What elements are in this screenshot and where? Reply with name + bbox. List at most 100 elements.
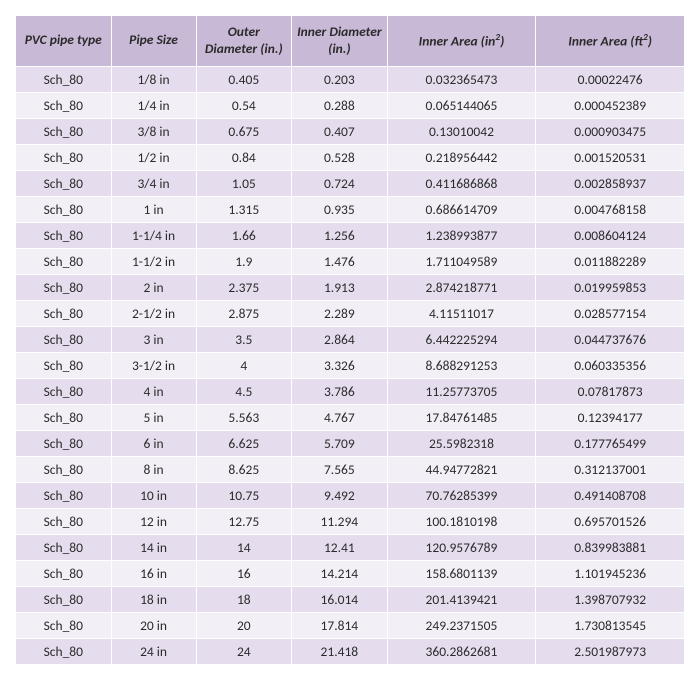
table-cell: 1-1/2 in bbox=[111, 248, 196, 274]
table-row: Sch_805 in5.5634.76717.847614850.1239417… bbox=[16, 404, 685, 430]
table-cell: 1.315 bbox=[196, 196, 292, 222]
table-cell: 0.002858937 bbox=[536, 170, 685, 196]
table-cell: 0.686614709 bbox=[387, 196, 536, 222]
table-cell: 1.9 bbox=[196, 248, 292, 274]
table-cell: 0.724 bbox=[292, 170, 388, 196]
table-cell: Sch_80 bbox=[16, 118, 112, 144]
table-cell: 16 bbox=[196, 560, 292, 586]
table-cell: Sch_80 bbox=[16, 66, 112, 92]
table-cell: 20 bbox=[196, 612, 292, 638]
table-row: Sch_801 in1.3150.9350.6866147090.0047681… bbox=[16, 196, 685, 222]
table-cell: 14.214 bbox=[292, 560, 388, 586]
table-row: Sch_806 in6.6255.70925.59823180.17776549… bbox=[16, 430, 685, 456]
table-row: Sch_8012 in12.7511.294100.18101980.69570… bbox=[16, 508, 685, 534]
table-cell: 0.491408708 bbox=[536, 482, 685, 508]
table-row: Sch_8010 in10.759.49270.762853990.491408… bbox=[16, 482, 685, 508]
table-cell: 0.839983881 bbox=[536, 534, 685, 560]
table-row: Sch_8016 in1614.214158.68011391.10194523… bbox=[16, 560, 685, 586]
table-cell: Sch_80 bbox=[16, 196, 112, 222]
table-cell: 10.75 bbox=[196, 482, 292, 508]
table-cell: 249.2371505 bbox=[387, 612, 536, 638]
table-cell: Sch_80 bbox=[16, 92, 112, 118]
table-cell: Sch_80 bbox=[16, 560, 112, 586]
table-cell: Sch_80 bbox=[16, 612, 112, 638]
table-cell: 1.66 bbox=[196, 222, 292, 248]
header-row: PVC pipe type Pipe Size Outer Diameter (… bbox=[16, 16, 685, 67]
pvc-pipe-table: PVC pipe type Pipe Size Outer Diameter (… bbox=[15, 15, 685, 665]
table-cell: Sch_80 bbox=[16, 170, 112, 196]
col-header-pvc-pipe-type: PVC pipe type bbox=[16, 16, 112, 67]
table-row: Sch_808 in8.6257.56544.947728210.3121370… bbox=[16, 456, 685, 482]
table-row: Sch_803 in3.52.8646.4422252940.044737676 bbox=[16, 326, 685, 352]
table-cell: Sch_80 bbox=[16, 326, 112, 352]
table-row: Sch_802 in2.3751.9132.8742187710.0199598… bbox=[16, 274, 685, 300]
table-cell: Sch_80 bbox=[16, 300, 112, 326]
table-cell: 3/4 in bbox=[111, 170, 196, 196]
table-cell: 0.00022476 bbox=[536, 66, 685, 92]
table-cell: 7.565 bbox=[292, 456, 388, 482]
col-header-inner-diameter: Inner Diameter (in.) bbox=[292, 16, 388, 67]
table-row: Sch_8024 in2421.418360.28626812.50198797… bbox=[16, 638, 685, 664]
table-cell: Sch_80 bbox=[16, 144, 112, 170]
table-cell: 5.563 bbox=[196, 404, 292, 430]
table-row: Sch_801/4 in0.540.2880.0651440650.000452… bbox=[16, 92, 685, 118]
table-cell: 9.492 bbox=[292, 482, 388, 508]
table-cell: 2.375 bbox=[196, 274, 292, 300]
table-cell: 8 in bbox=[111, 456, 196, 482]
table-cell: 11.25773705 bbox=[387, 378, 536, 404]
table-cell: 2-1/2 in bbox=[111, 300, 196, 326]
table-cell: 2.864 bbox=[292, 326, 388, 352]
table-cell: 4.11511017 bbox=[387, 300, 536, 326]
table-cell: 5 in bbox=[111, 404, 196, 430]
table-cell: 14 in bbox=[111, 534, 196, 560]
table-cell: 0.028577154 bbox=[536, 300, 685, 326]
table-cell: 2 in bbox=[111, 274, 196, 300]
table-cell: Sch_80 bbox=[16, 586, 112, 612]
table-cell: 0.675 bbox=[196, 118, 292, 144]
table-cell: 0.411686868 bbox=[387, 170, 536, 196]
table-cell: 0.695701526 bbox=[536, 508, 685, 534]
table-cell: Sch_80 bbox=[16, 222, 112, 248]
table-cell: 21.418 bbox=[292, 638, 388, 664]
table-cell: Sch_80 bbox=[16, 430, 112, 456]
table-row: Sch_801/2 in0.840.5280.2189564420.001520… bbox=[16, 144, 685, 170]
table-row: Sch_802-1/2 in2.8752.2894.115110170.0285… bbox=[16, 300, 685, 326]
table-cell: 1.476 bbox=[292, 248, 388, 274]
table-cell: 11.294 bbox=[292, 508, 388, 534]
table-cell: 2.501987973 bbox=[536, 638, 685, 664]
col-header-outer-diameter: Outer Diameter (in.) bbox=[196, 16, 292, 67]
table-cell: 120.9576789 bbox=[387, 534, 536, 560]
table-cell: 0.044737676 bbox=[536, 326, 685, 352]
table-cell: Sch_80 bbox=[16, 404, 112, 430]
table-cell: 3/8 in bbox=[111, 118, 196, 144]
table-cell: 18 bbox=[196, 586, 292, 612]
table-cell: 4 bbox=[196, 352, 292, 378]
table-cell: Sch_80 bbox=[16, 274, 112, 300]
table-cell: 6 in bbox=[111, 430, 196, 456]
table-cell: 70.76285399 bbox=[387, 482, 536, 508]
table-cell: 2.289 bbox=[292, 300, 388, 326]
table-cell: 1-1/4 in bbox=[111, 222, 196, 248]
table-cell: 1.711049589 bbox=[387, 248, 536, 274]
table-row: Sch_801-1/2 in1.91.4761.7110495890.01188… bbox=[16, 248, 685, 274]
table-cell: 0.405 bbox=[196, 66, 292, 92]
table-cell: 0.032365473 bbox=[387, 66, 536, 92]
table-cell: 0.528 bbox=[292, 144, 388, 170]
col-header-pipe-size: Pipe Size bbox=[111, 16, 196, 67]
table-cell: Sch_80 bbox=[16, 248, 112, 274]
table-cell: 3.326 bbox=[292, 352, 388, 378]
table-cell: 0.12394177 bbox=[536, 404, 685, 430]
table-cell: 201.4139421 bbox=[387, 586, 536, 612]
table-row: Sch_803-1/2 in43.3268.6882912530.0603353… bbox=[16, 352, 685, 378]
table-cell: 0.000903475 bbox=[536, 118, 685, 144]
table-row: Sch_804 in4.53.78611.257737050.07817873 bbox=[16, 378, 685, 404]
table-cell: 1/4 in bbox=[111, 92, 196, 118]
table-cell: 0.011882289 bbox=[536, 248, 685, 274]
table-cell: 16 in bbox=[111, 560, 196, 586]
table-cell: Sch_80 bbox=[16, 378, 112, 404]
table-cell: 0.312137001 bbox=[536, 456, 685, 482]
table-cell: 0.54 bbox=[196, 92, 292, 118]
table-cell: 1.101945236 bbox=[536, 560, 685, 586]
table-cell: 18 in bbox=[111, 586, 196, 612]
table-cell: 6.442225294 bbox=[387, 326, 536, 352]
